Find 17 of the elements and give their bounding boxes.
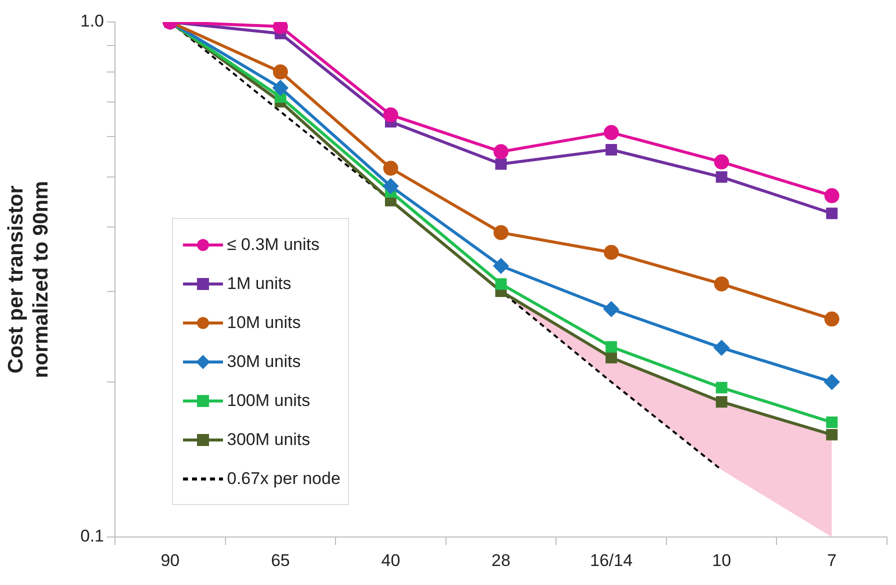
- legend-label: 1M units: [227, 274, 292, 294]
- x-tick-label: 28: [492, 550, 510, 570]
- x-tick-label: 90: [160, 550, 180, 570]
- x-tick-label: 7: [827, 550, 837, 570]
- legend-label: 30M units: [227, 352, 301, 372]
- x-tick-label: 40: [381, 550, 400, 570]
- y-tick-label: 0.1: [80, 526, 104, 546]
- x-tick-label: 10: [712, 550, 732, 570]
- legend-label: 300M units: [227, 430, 310, 450]
- legend-label: 0.67x per node: [227, 468, 340, 488]
- legend-label: 10M units: [227, 312, 301, 332]
- y-tick-label: 1.0: [80, 12, 104, 31]
- y-axis-title: Cost per transistor normalized to 90nm: [4, 180, 53, 378]
- x-tick-label: 65: [270, 550, 290, 570]
- legend-label: 100M units: [227, 390, 310, 410]
- legend-label: ≤ 0.3M units: [227, 234, 320, 254]
- x-tick-label: 16/14: [590, 550, 633, 570]
